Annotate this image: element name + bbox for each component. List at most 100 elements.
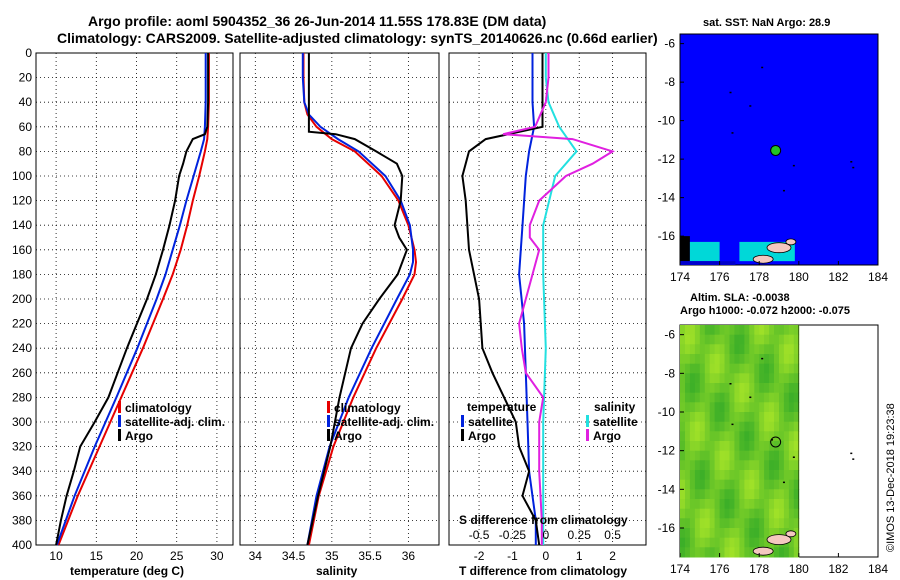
sla-cell	[739, 344, 745, 355]
sla-cell	[754, 402, 760, 413]
sla-cell	[729, 363, 735, 374]
map-x-tick-label: 180	[789, 270, 809, 284]
sla-cell	[788, 537, 795, 548]
sla-cell	[779, 325, 785, 336]
map-y-tick-label: -8	[664, 366, 675, 380]
sla-cell	[754, 479, 760, 490]
sla-cell	[749, 508, 755, 519]
sla-cell	[744, 460, 750, 471]
sla-cell	[749, 373, 755, 384]
sla-cell	[749, 470, 755, 481]
map-x-tick-label: 174	[670, 270, 690, 284]
sla-cell	[779, 354, 785, 365]
sla-cell	[769, 479, 775, 490]
sla-cell	[704, 537, 711, 548]
sla-cell	[739, 460, 745, 471]
sla-cell	[734, 489, 740, 500]
sla-cell	[689, 508, 696, 519]
sla-cell	[680, 460, 686, 471]
sla-cell	[729, 412, 735, 423]
small-island	[850, 452, 853, 455]
sla-cell	[689, 373, 696, 384]
sla-cell	[779, 489, 785, 500]
sla-cell	[699, 354, 706, 365]
sla-cell	[739, 441, 745, 452]
sla-cell	[689, 518, 696, 529]
temperature-ticks: 0 20 40 60 80 100 120 140 160 180 200 220 240 260 280 3…	[12, 46, 224, 563]
sla-cell	[793, 450, 800, 461]
small-island	[850, 161, 853, 163]
sla-cell	[779, 528, 785, 539]
sla-cell	[714, 421, 720, 432]
sst-map-features	[680, 66, 855, 265]
sla-cell	[724, 344, 730, 355]
sla-cell	[788, 479, 795, 490]
sla-cell	[783, 489, 790, 500]
sla-cell	[724, 402, 730, 413]
sla-cell	[719, 508, 725, 519]
map-y-tick-label: -12	[658, 444, 676, 458]
sla-cell	[694, 508, 701, 519]
sla-cell	[734, 460, 740, 471]
sla-cell	[759, 450, 765, 461]
sla-cell	[793, 508, 800, 519]
sla-cell	[793, 325, 800, 336]
sla-cell	[764, 373, 770, 384]
sla-cell	[689, 421, 696, 432]
sla-cell	[694, 402, 701, 413]
depth-tick-label: 100	[12, 169, 32, 183]
secondary-tick-label: 0	[542, 528, 549, 542]
sla-cell	[724, 412, 730, 423]
x-tick-label: 35	[325, 549, 339, 563]
sla-cell	[689, 489, 696, 500]
sla-cell	[714, 460, 720, 471]
sla-cell	[739, 537, 745, 548]
map-x-tick-label: 184	[868, 270, 888, 284]
sla-cell	[689, 402, 696, 413]
sla-cell	[689, 392, 696, 403]
sla-cell	[793, 412, 800, 423]
sla-cell	[689, 528, 696, 539]
sla-cell	[739, 470, 745, 481]
sla-cell	[779, 518, 785, 529]
sla-cell	[704, 392, 711, 403]
sla-cell	[729, 470, 735, 481]
sla-cell	[689, 344, 696, 355]
sla-cell	[734, 528, 740, 539]
sla-cell	[779, 431, 785, 442]
sla-cell	[764, 508, 770, 519]
sla-cell	[704, 489, 711, 500]
sla-cell	[704, 460, 711, 471]
sla-cell	[685, 460, 691, 471]
sla-cell	[783, 508, 790, 519]
sla-cell	[724, 508, 730, 519]
sla-cell	[788, 441, 795, 452]
sla-cell	[719, 363, 725, 374]
sla-cell	[749, 344, 755, 355]
sla-cell	[759, 499, 765, 510]
sla-cell	[759, 537, 765, 548]
sla-cell	[759, 392, 765, 403]
series-line-argo	[55, 53, 210, 546]
sla-cell	[714, 508, 720, 519]
depth-tick-label: 320	[12, 440, 32, 454]
small-island	[729, 91, 732, 94]
secondary-tick-label: -0.5	[469, 528, 490, 542]
sla-cell	[774, 479, 780, 490]
sla-cell	[719, 547, 725, 558]
sla-cell	[734, 354, 740, 365]
salinity-ticks: 34 34.5 35 35.5 36	[249, 549, 416, 563]
sla-cell	[754, 354, 760, 365]
sla-cell	[709, 421, 716, 432]
sla-cell	[704, 363, 711, 374]
sla-cell	[759, 383, 765, 394]
sla-cell	[779, 402, 785, 413]
sla-cell	[769, 460, 775, 471]
sla-cell	[709, 508, 716, 519]
sla-cell	[759, 344, 765, 355]
sla-cell	[788, 499, 795, 510]
sla-cell	[779, 450, 785, 461]
sla-cell	[779, 508, 785, 519]
sla-cell	[719, 470, 725, 481]
